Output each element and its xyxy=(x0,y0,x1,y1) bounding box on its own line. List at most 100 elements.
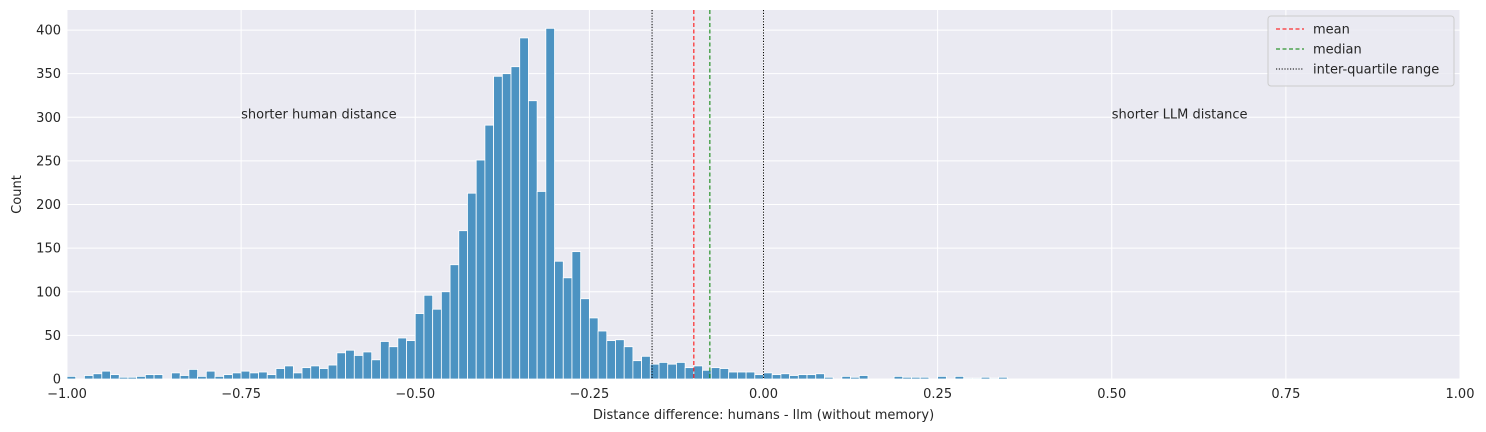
histogram-bar xyxy=(92,373,103,380)
histogram-bar xyxy=(615,339,625,380)
y-tick-label: 200 xyxy=(36,198,61,213)
histogram-bar xyxy=(728,371,738,380)
annotation-text: shorter LLM distance xyxy=(1112,107,1248,122)
histogram-bar xyxy=(963,377,973,380)
histogram-bar xyxy=(850,376,860,380)
histogram-bar xyxy=(954,375,965,380)
histogram-bar xyxy=(197,375,207,380)
histogram-bar xyxy=(232,372,242,380)
histogram-bar xyxy=(84,375,94,380)
histogram-bar xyxy=(780,373,791,380)
legend-label: median xyxy=(1313,43,1362,58)
histogram-bar xyxy=(858,375,869,380)
histogram-bar xyxy=(824,376,834,380)
histogram-bar xyxy=(362,351,373,380)
histogram-bar xyxy=(937,375,947,380)
histogram-bar xyxy=(205,370,216,380)
annotation-text: shorter human distance xyxy=(241,107,396,122)
histogram-bar xyxy=(998,376,1008,380)
histogram-bar xyxy=(484,124,495,380)
histogram-bar xyxy=(440,291,451,380)
histogram-bar xyxy=(432,308,442,380)
histogram-bar xyxy=(536,191,547,380)
histogram-bar xyxy=(179,375,190,380)
histogram-bar xyxy=(240,370,251,380)
histogram-bar xyxy=(327,364,338,380)
histogram-bar xyxy=(66,375,77,380)
histogram-bars xyxy=(66,27,1008,380)
histogram-bar xyxy=(806,374,817,380)
histogram-bar xyxy=(458,230,468,380)
y-tick-label: 400 xyxy=(36,24,61,39)
histogram-bar xyxy=(153,374,164,380)
histogram-bar xyxy=(101,370,111,380)
histogram-bar xyxy=(501,73,512,380)
histogram-bar xyxy=(710,367,721,380)
x-tick-label: −0.75 xyxy=(221,387,261,402)
histogram-bar xyxy=(745,371,756,380)
histogram-bar xyxy=(893,375,904,380)
histogram-bar xyxy=(754,374,764,380)
x-tick-label: −1.00 xyxy=(47,387,87,402)
histogram-bar xyxy=(797,374,808,380)
y-axis-label: Count xyxy=(10,175,25,214)
histogram-bar xyxy=(545,27,555,380)
histogram-bar xyxy=(911,376,921,380)
tick-labels: −1.00 −0.75 −0.50 −0.25 0.00 0.25 0.50 0.75 1.00… xyxy=(36,24,1474,402)
histogram-bar xyxy=(519,37,529,380)
histogram-bar xyxy=(684,367,695,380)
histogram-bar xyxy=(554,260,564,380)
histogram-bar xyxy=(571,251,582,380)
y-tick-label: 300 xyxy=(36,111,61,126)
histogram-bar xyxy=(345,349,355,380)
histogram-bar xyxy=(475,159,486,380)
histogram-bar xyxy=(510,66,521,380)
histogram-bar xyxy=(562,277,573,380)
x-tick-label: −0.50 xyxy=(395,387,435,402)
histogram-bar xyxy=(467,192,477,380)
y-tick-label: 0 xyxy=(53,373,61,388)
histogram-bar xyxy=(127,376,138,380)
histogram-bar xyxy=(623,346,634,380)
x-tick-label: 0.00 xyxy=(749,387,778,402)
histogram-bar xyxy=(736,371,747,380)
histogram-bar xyxy=(632,360,643,380)
x-tick-label: −0.25 xyxy=(569,387,609,402)
histogram-bar xyxy=(771,374,782,380)
y-tick-label: 50 xyxy=(44,329,61,344)
histogram-bar xyxy=(110,374,120,380)
histogram-bar xyxy=(902,376,912,380)
histogram-bar xyxy=(676,362,686,380)
histogram-bar xyxy=(658,362,669,380)
x-tick-label: 0.50 xyxy=(1097,387,1126,402)
histogram-bar xyxy=(693,365,703,380)
histogram-bar xyxy=(275,368,286,380)
histogram-bar xyxy=(319,368,329,380)
legend-label: inter-quartile range xyxy=(1313,63,1439,78)
histogram-bar xyxy=(641,355,651,380)
y-tick-label: 100 xyxy=(36,285,61,300)
legend-label: mean xyxy=(1313,23,1350,38)
histogram-bar xyxy=(388,346,399,380)
histogram-bar xyxy=(580,298,590,380)
histogram-bar xyxy=(597,330,608,380)
histogram-bar xyxy=(449,264,460,380)
histogram-bar xyxy=(188,369,198,380)
histogram-bar xyxy=(972,377,982,380)
histogram-bar xyxy=(919,376,930,380)
y-tick-label: 250 xyxy=(36,154,61,169)
histogram-bar xyxy=(763,372,773,380)
histogram-bar xyxy=(380,341,390,380)
annotations: shorter human distance shorter LLM distan… xyxy=(241,107,1247,122)
histogram-bar xyxy=(667,363,677,380)
histogram-bar xyxy=(171,372,181,380)
y-tick-label: 350 xyxy=(36,67,61,82)
histogram-bar xyxy=(841,375,851,380)
histogram-bar xyxy=(353,355,364,380)
histogram-bar xyxy=(214,375,225,380)
histogram-bar xyxy=(266,374,277,380)
legend: mean median inter-quartile range xyxy=(1267,15,1455,87)
histogram-bar xyxy=(789,375,799,380)
histogram-bar xyxy=(118,376,129,380)
x-tick-label: 1.00 xyxy=(1446,387,1475,402)
